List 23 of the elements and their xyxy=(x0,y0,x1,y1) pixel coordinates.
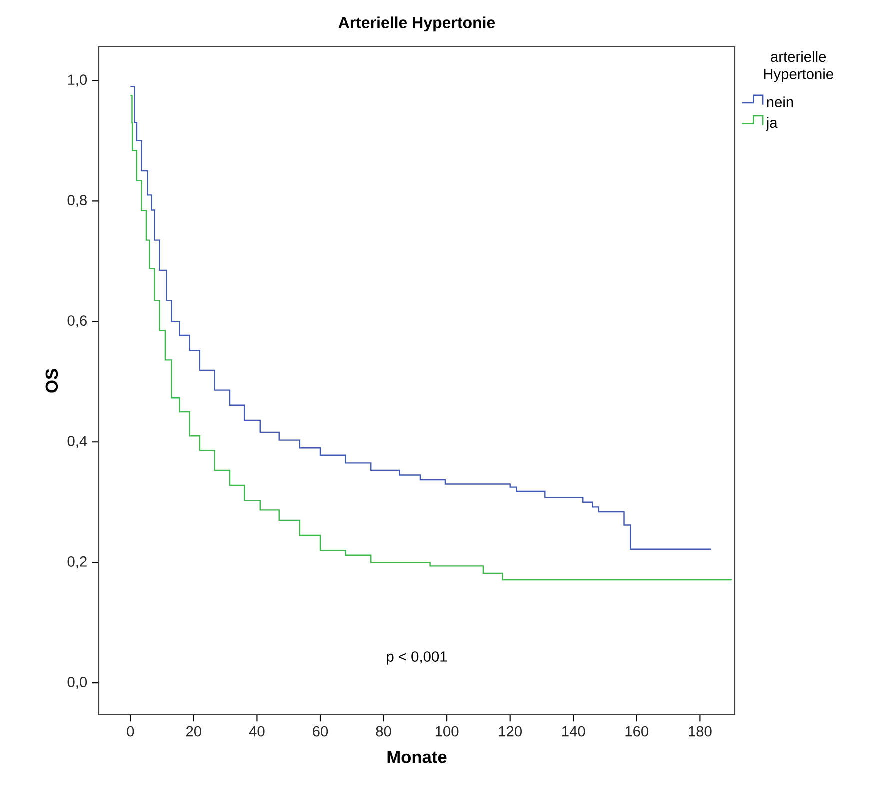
x-tick-label: 180 xyxy=(689,726,712,737)
legend-label: nein xyxy=(767,96,794,108)
x-tick-label: 120 xyxy=(499,726,522,737)
annotation: p < 0,001 xyxy=(387,652,448,665)
y-tick-label: 0,0 xyxy=(68,677,88,690)
y-tick-label: 0,8 xyxy=(68,195,87,208)
x-axis-title: Monate xyxy=(388,751,447,764)
x-tick-label: 40 xyxy=(249,726,265,737)
x-tick-label: 0 xyxy=(127,726,134,737)
legend-title: arterielle Hypertonie xyxy=(764,51,834,82)
x-tick-label: 60 xyxy=(313,726,328,737)
y-tick-label: 0,2 xyxy=(68,556,87,569)
x-tick-label: 20 xyxy=(186,726,202,737)
x-tick-label: 80 xyxy=(376,726,392,737)
x-tick-label: 140 xyxy=(562,726,586,737)
x-tick-label: 100 xyxy=(436,726,459,737)
y-tick-label: 0,6 xyxy=(68,316,87,328)
y-tick-label: 0,4 xyxy=(68,436,88,448)
y-tick-label: 1,0 xyxy=(68,74,88,87)
y-axis-title: OS xyxy=(46,369,58,393)
chart-title: Arterielle Hypertonie xyxy=(338,16,496,32)
legend-label: ja xyxy=(766,117,778,131)
x-tick-label: 160 xyxy=(626,726,649,737)
